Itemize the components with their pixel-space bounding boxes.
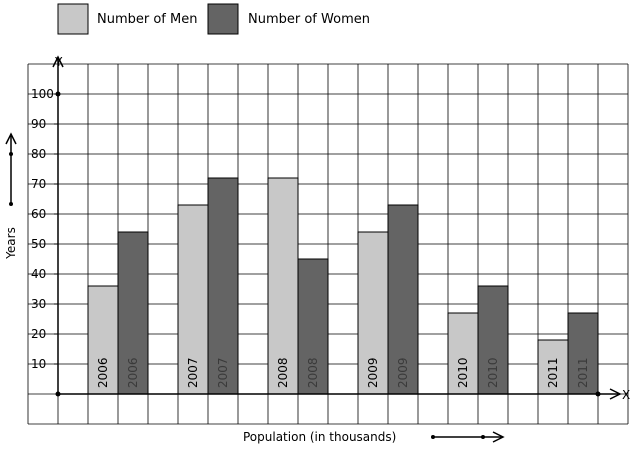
bar-men-2008 (267, 177, 299, 395)
bar-label-women-2011: 2011 (576, 357, 590, 388)
x-axis-arrowhead-icon (609, 388, 622, 400)
legend-swatch-men (57, 3, 89, 35)
y-tick-label: 90 (31, 117, 46, 131)
bar-women-2010 (477, 285, 509, 395)
legend: Number of Men Number of Women (57, 3, 370, 35)
y-tick-label: 20 (31, 327, 46, 341)
bar-men-2010 (447, 312, 479, 395)
bar-women-2011 (567, 312, 599, 395)
bar-women-2009 (387, 204, 419, 395)
x-axis-arrow-icon (431, 431, 505, 443)
bar-women-2006 (117, 231, 149, 395)
y-tick-label: 60 (31, 207, 46, 221)
y-ticks: 10 20 30 40 50 60 70 80 90 100 (31, 87, 58, 371)
bar-women-2007 (207, 177, 239, 395)
axes (52, 55, 622, 400)
legend-label-men: Number of Men (97, 12, 197, 27)
y-axis-arrow-icon (5, 132, 17, 206)
bar-label-men-2011: 2011 (546, 357, 560, 388)
x-axis-letter: X (622, 388, 630, 402)
bar-men-2011 (537, 339, 569, 395)
x-axis-end-dot (595, 391, 601, 397)
y-axis-letter: Y (54, 55, 63, 69)
bar-label-men-2006: 2006 (96, 357, 110, 388)
y-tick-label: 50 (31, 237, 46, 251)
legend-swatch-women (207, 3, 239, 35)
bar-men-2006 (87, 285, 119, 395)
y-tick-label: 40 (31, 267, 46, 281)
bar-label-men-2007: 2007 (186, 357, 200, 388)
x-axis-title: Population (in thousands) (243, 430, 396, 444)
bar-label-men-2010: 2010 (456, 357, 470, 388)
y-tick-label: 100 (31, 87, 54, 101)
y-axis-title: Years (4, 227, 18, 260)
bar-label-women-2007: 2007 (216, 357, 230, 388)
legend-label-women: Number of Women (248, 12, 370, 27)
y-tick-label: 70 (31, 177, 46, 191)
y-tick-label: 80 (31, 147, 46, 161)
y-tick-label: 10 (31, 357, 46, 371)
bar-label-women-2008: 2008 (306, 357, 320, 388)
bars: 2006 2006 2007 2007 2008 2008 2009 2009 2010 2010… (87, 177, 599, 395)
bar-label-women-2009: 2009 (396, 357, 410, 388)
bar-label-men-2008: 2008 (276, 357, 290, 388)
y-tick-label: 30 (31, 297, 46, 311)
bar-label-women-2006: 2006 (126, 357, 140, 388)
bar-label-women-2010: 2010 (486, 357, 500, 388)
y-axis-arrowhead-icon (52, 55, 64, 68)
bar-label-men-2009: 2009 (366, 357, 380, 388)
origin-dot (55, 391, 61, 397)
